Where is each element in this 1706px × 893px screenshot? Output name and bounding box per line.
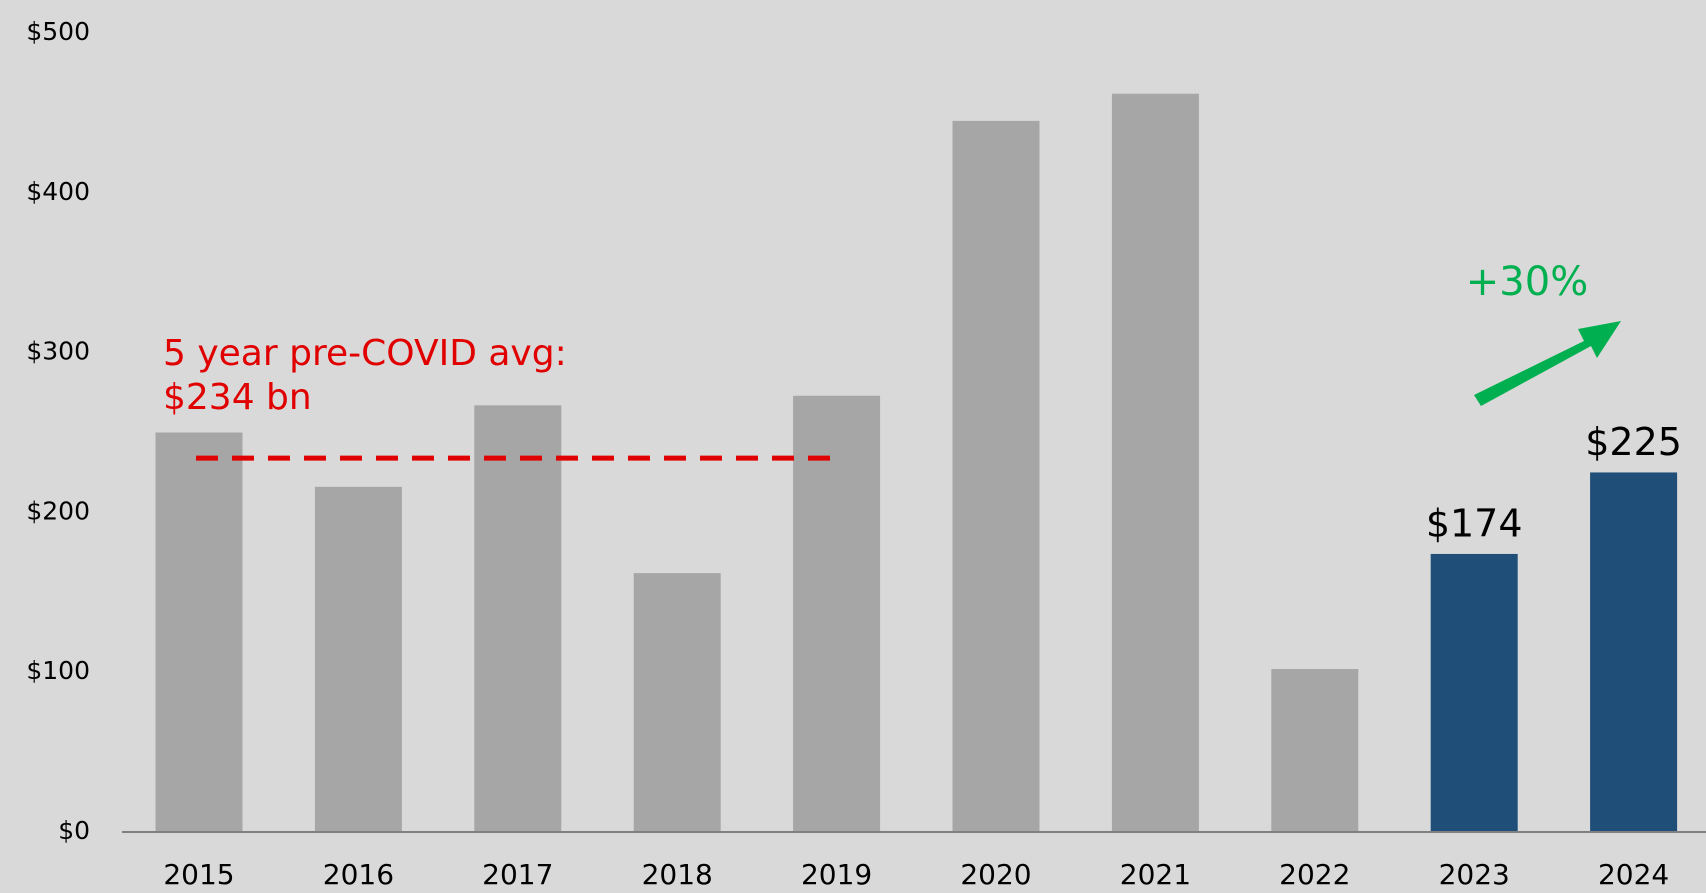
bar <box>1590 472 1678 832</box>
reference-label: $234 bn <box>163 377 312 418</box>
bar <box>155 432 243 832</box>
bar <box>633 573 721 832</box>
y-tick-label: $100 <box>26 656 90 685</box>
bar <box>1271 669 1359 832</box>
bar <box>1111 93 1199 832</box>
reference-label: 5 year pre-COVID avg: <box>163 333 567 374</box>
bar <box>314 486 402 832</box>
data-label: $225 <box>1585 420 1682 464</box>
x-tick-label: 2021 <box>1120 858 1191 891</box>
bar <box>952 120 1040 832</box>
x-tick-label: 2019 <box>801 858 872 891</box>
x-tick-label: 2017 <box>482 858 553 891</box>
x-tick-label: 2024 <box>1598 858 1669 891</box>
bar <box>793 395 881 832</box>
y-tick-label: $400 <box>26 177 90 206</box>
x-tick-label: 2015 <box>163 858 234 891</box>
x-tick-label: 2018 <box>642 858 713 891</box>
x-tick-label: 2022 <box>1279 858 1350 891</box>
x-tick-label: 2023 <box>1439 858 1510 891</box>
x-tick-label: 2020 <box>960 858 1031 891</box>
y-tick-label: $0 <box>58 816 90 845</box>
growth-label: +30% <box>1466 259 1588 305</box>
y-tick-label: $300 <box>26 337 90 366</box>
bar <box>1430 553 1518 832</box>
y-tick-label: $200 <box>26 496 90 525</box>
growth-arrow <box>1474 321 1621 406</box>
y-tick-label: $500 <box>26 17 90 46</box>
bar <box>474 405 562 832</box>
data-label: $174 <box>1426 501 1523 545</box>
x-tick-label: 2016 <box>323 858 394 891</box>
